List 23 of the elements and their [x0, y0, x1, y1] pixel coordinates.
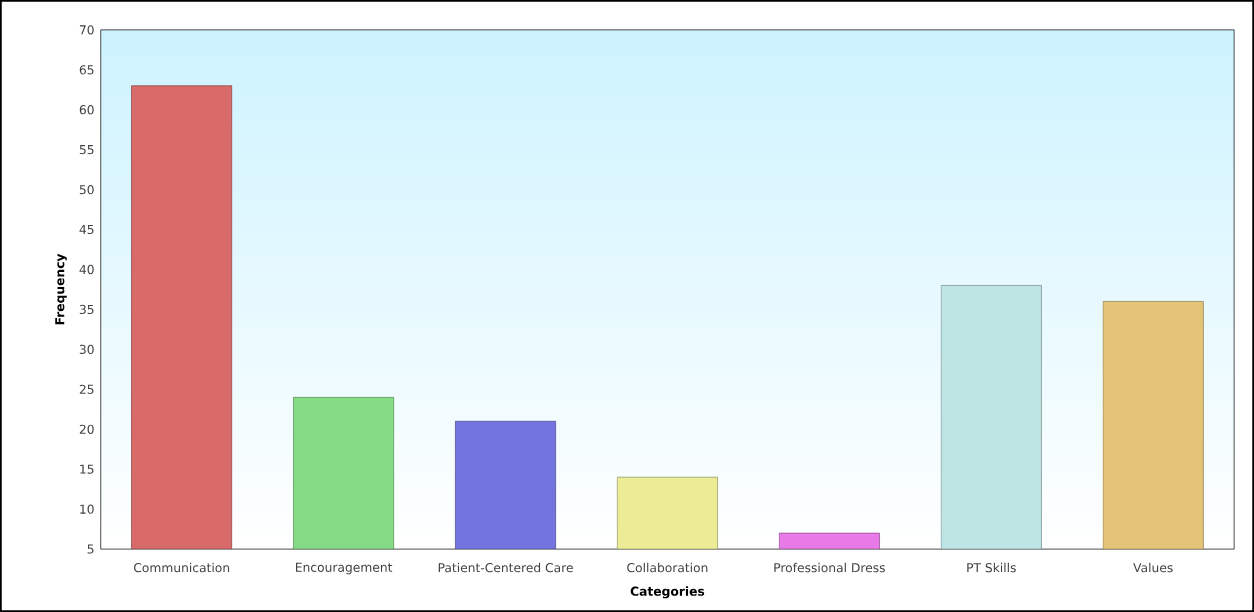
y-tick-label: 30 — [79, 344, 94, 355]
y-axis-title: Frequency — [55, 253, 67, 325]
x-tick-label: Patient-Centered Care — [438, 562, 573, 573]
y-tick-label: 25 — [79, 384, 94, 395]
y-tick-label: 50 — [79, 185, 94, 195]
y-tick-label: 55 — [79, 145, 94, 155]
y-tick-label: 60 — [79, 105, 94, 115]
y-tick-label: 45 — [79, 225, 94, 235]
x-tick-label: Professional Dress — [774, 562, 885, 573]
y-tick-label: 15 — [80, 464, 94, 474]
x-tick-label: Communication — [133, 562, 230, 573]
x-tick-label: Values — [1133, 562, 1173, 573]
x-tick-label: Encouragement — [295, 562, 393, 575]
y-tick-label: 5 — [87, 544, 94, 554]
y-tick-label: 20 — [79, 424, 94, 434]
x-axis-title: Categories — [630, 586, 705, 599]
y-tick-label: 35 — [79, 304, 94, 315]
x-tick-label: PT Skills — [967, 562, 1016, 573]
y-tick-label: 40 — [79, 264, 94, 275]
y-tick-label: 70 — [79, 25, 94, 35]
y-tick-label: 65 — [79, 65, 94, 75]
x-tick-label: Collaboration — [627, 562, 708, 573]
y-tick-label: 10 — [80, 504, 94, 514]
